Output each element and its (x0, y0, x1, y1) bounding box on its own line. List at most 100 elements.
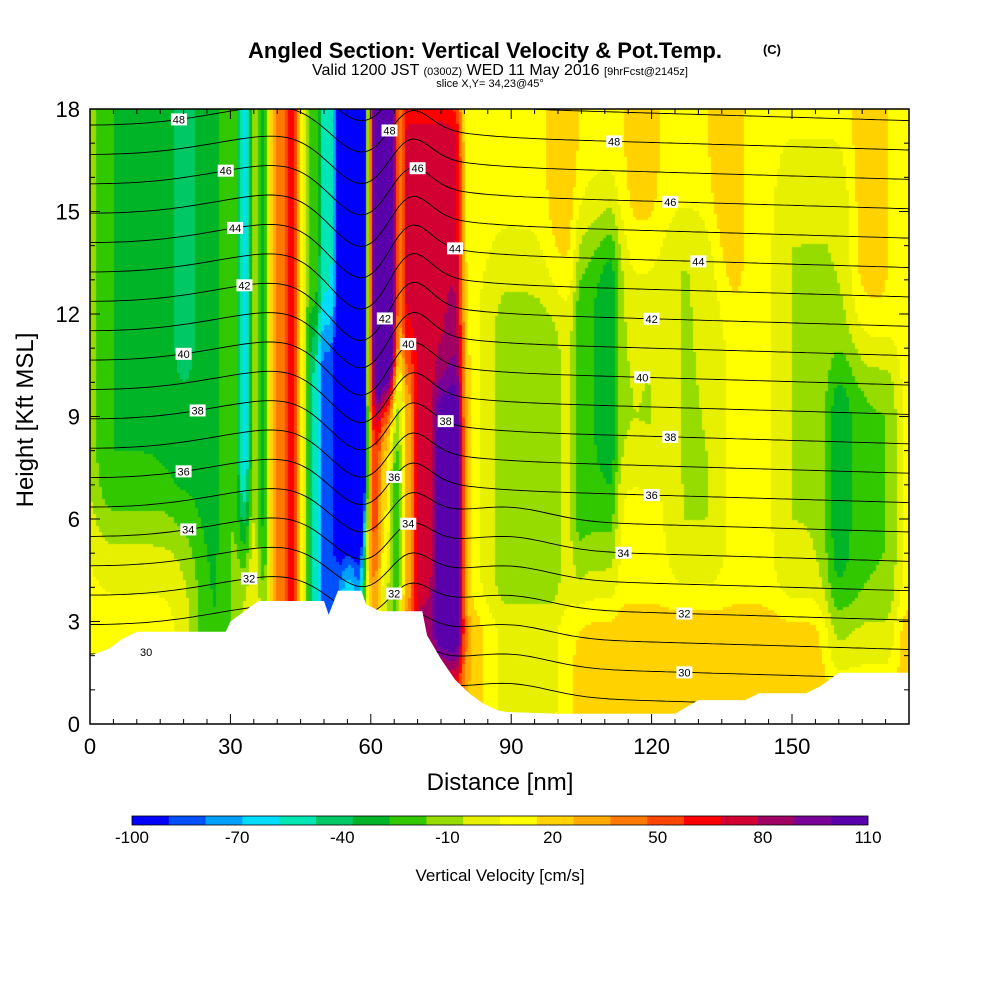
contour-label-34: 34 (182, 524, 194, 536)
colorbar-tick-label: -10 (435, 828, 460, 847)
contour-label-42: 42 (645, 314, 657, 326)
theta-contours (90, 109, 909, 724)
isotherm-32 (90, 576, 909, 621)
colorbar-swatch (168, 816, 206, 825)
isotherm-43 (90, 253, 909, 310)
y-tick-label: 0 (68, 712, 80, 737)
contour-label-34: 34 (402, 519, 414, 531)
contour-label-bg (676, 784, 692, 796)
contour-label-bg (643, 312, 660, 325)
x-tick-label: 60 (359, 734, 383, 759)
isotherm-35 (90, 488, 909, 533)
isotherm-36 (90, 458, 909, 506)
contour-label-30: 30 (140, 647, 152, 659)
contour-label-bg (236, 279, 253, 292)
contour-label-40: 40 (177, 349, 189, 361)
contour-label-44: 44 (692, 256, 704, 268)
y-tick-label: 18 (56, 97, 80, 122)
y-tick-label: 6 (68, 507, 80, 532)
isotherm-44 (90, 223, 909, 279)
contour-label-bg (386, 587, 403, 600)
contour-label-36: 36 (645, 490, 657, 502)
contour-label-36: 36 (388, 472, 400, 484)
contour-label-bg (437, 415, 454, 428)
isotherm-41 (90, 311, 909, 369)
x-tick-label: 0 (84, 734, 96, 759)
contour-label-bg (690, 255, 707, 268)
isotherm-38 (90, 400, 909, 451)
isotherm-34 (90, 517, 909, 562)
contour-label-bg (606, 135, 623, 148)
contour-label-bg (227, 221, 244, 234)
colorbar-swatch (757, 816, 795, 825)
colorbar-swatch (831, 816, 869, 825)
valid-utc: (0300Z) (424, 66, 463, 78)
colorbar-swatch (794, 816, 832, 825)
colorbar-swatch (720, 816, 758, 825)
contour-label-38: 38 (664, 432, 676, 444)
contour-label-32: 32 (388, 589, 400, 601)
x-tick-label: 90 (499, 734, 523, 759)
contour-label-32: 32 (678, 609, 690, 621)
contour-label-bg (409, 162, 426, 175)
x-tick-label: 30 (218, 734, 242, 759)
colorbar-swatch (500, 816, 538, 825)
colorbar-swatch (389, 816, 427, 825)
x-tick-label: 120 (633, 734, 670, 759)
contour-label-44: 44 (229, 223, 241, 235)
contour-label-bg (381, 124, 398, 137)
contour-label-42: 42 (379, 313, 391, 325)
colorbar-swatch (573, 816, 611, 825)
contour-label-46: 46 (664, 197, 676, 209)
contour-label-46: 46 (411, 163, 423, 175)
contour-label-44: 44 (449, 243, 461, 255)
contour-label-bg (400, 517, 417, 530)
contour-label-bg (447, 242, 464, 255)
y-tick-label: 3 (68, 610, 80, 635)
isotherm-40 (90, 341, 909, 396)
contour-label-48: 48 (383, 125, 395, 137)
contour-label-bg (175, 347, 192, 360)
contour-label-bg (180, 523, 197, 536)
colorbar-tick-label: 50 (648, 828, 667, 847)
y-tick-label: 12 (56, 302, 80, 327)
velocity-field (90, 109, 909, 724)
contour-label-bg (175, 465, 192, 478)
y-tick-label: 15 (56, 200, 80, 225)
contour-label-bg (643, 489, 660, 502)
contour-label-bg (376, 312, 393, 325)
contour-label-46: 46 (220, 166, 232, 178)
contour-label-bg (400, 338, 417, 351)
contour-label-bg (634, 371, 651, 384)
x-tick-label: 150 (774, 734, 811, 759)
title-units: (C) (763, 42, 781, 57)
contour-label-bg (676, 666, 693, 679)
colorbar-tick-label: -40 (330, 828, 355, 847)
contour-label-34: 34 (617, 548, 629, 560)
contour-label-38: 38 (192, 405, 204, 417)
contour-label-40: 40 (402, 339, 414, 351)
isotherm-33 (90, 546, 909, 592)
contour-label-bg (615, 546, 632, 559)
colorbar-swatch (647, 816, 685, 825)
contour-label-32: 32 (243, 573, 255, 585)
contour-label-bg (662, 430, 679, 443)
colorbar-tick-label: 80 (753, 828, 772, 847)
forecast-tag: [9hrFcst@2145z] (604, 66, 688, 78)
slice-info: slice X,Y= 34,23@45° (436, 78, 544, 90)
isotherm-37 (90, 429, 909, 478)
isotherm-39 (90, 370, 909, 424)
contour-label-bg (386, 470, 403, 483)
colorbar-swatch (610, 816, 648, 825)
chart-title: Angled Section: Vertical Velocity & Pot.… (248, 38, 722, 63)
colorbar-swatch (279, 816, 317, 825)
contour-label-bg (138, 645, 155, 658)
contour-label-bg (241, 572, 258, 585)
contour-label-26: 26 (678, 785, 690, 797)
colorbar-label: Vertical Velocity [cm/s] (415, 866, 584, 885)
colorbar-swatch (536, 816, 574, 825)
